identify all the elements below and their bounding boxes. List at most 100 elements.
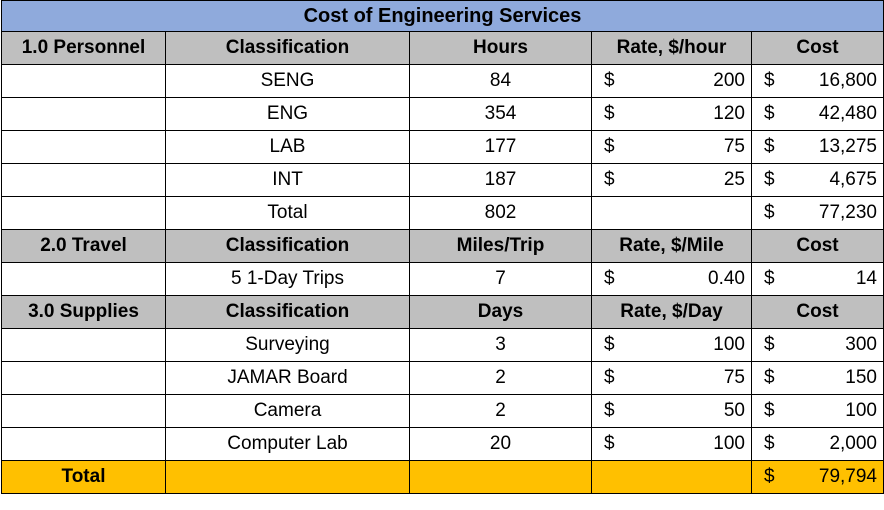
- table-row: Camera 2 $50 $100: [1, 394, 884, 428]
- travel-section-label: 2.0 Travel: [1, 229, 166, 263]
- empty-cell: [591, 196, 752, 230]
- empty-cell: [1, 163, 166, 197]
- cost-value: 300: [845, 334, 877, 355]
- rate-cell: $100: [591, 427, 752, 461]
- empty-cell: [1, 130, 166, 164]
- header-days: Days: [409, 295, 592, 329]
- classification-cell: JAMAR Board: [165, 361, 410, 395]
- empty-cell: [165, 460, 410, 494]
- empty-cell: [1, 427, 166, 461]
- empty-cell: [1, 196, 166, 230]
- cost-value: 4,675: [829, 169, 877, 190]
- table-row: LAB 177 $75 $13,275: [1, 130, 884, 164]
- empty-cell: [409, 460, 592, 494]
- classification-cell: 5 1-Day Trips: [165, 262, 410, 296]
- classification-cell: Computer Lab: [165, 427, 410, 461]
- table-row: JAMAR Board 2 $75 $150: [1, 361, 884, 395]
- rate-value: 100: [713, 334, 745, 355]
- table-row: 5 1-Day Trips 7 $0.40 $14: [1, 262, 884, 296]
- currency-symbol: $: [764, 70, 775, 91]
- cost-value: 13,275: [818, 136, 877, 157]
- table-row: SENG 84 $200 $16,800: [1, 64, 884, 98]
- cost-cell: $42,480: [751, 97, 884, 131]
- cost-cell: $300: [751, 328, 884, 362]
- rate-value: 120: [713, 103, 745, 124]
- empty-cell: [1, 328, 166, 362]
- personnel-section-label: 1.0 Personnel: [1, 31, 166, 65]
- table-title: Cost of Engineering Services: [1, 0, 884, 32]
- classification-cell: INT: [165, 163, 410, 197]
- currency-symbol: $: [604, 268, 615, 289]
- empty-cell: [1, 361, 166, 395]
- header-classification: Classification: [165, 229, 410, 263]
- rate-cell: $120: [591, 97, 752, 131]
- header-hours: Hours: [409, 31, 592, 65]
- supplies-header-row: 3.0 Supplies Classification Days Rate, $…: [1, 295, 884, 329]
- currency-symbol: $: [604, 103, 615, 124]
- grand-total-label: Total: [1, 460, 166, 494]
- personnel-total-cost: 77,230: [818, 202, 877, 223]
- currency-symbol: $: [764, 334, 775, 355]
- classification-cell: Surveying: [165, 328, 410, 362]
- classification-cell: Camera: [165, 394, 410, 428]
- currency-symbol: $: [764, 136, 775, 157]
- travel-header-row: 2.0 Travel Classification Miles/Trip Rat…: [1, 229, 884, 263]
- days-cell: 3: [409, 328, 592, 362]
- empty-cell: [1, 394, 166, 428]
- table-row: INT 187 $25 $4,675: [1, 163, 884, 197]
- header-rate: Rate, $/Day: [591, 295, 752, 329]
- currency-symbol: $: [764, 400, 775, 421]
- table-row: ENG 354 $120 $42,480: [1, 97, 884, 131]
- currency-symbol: $: [604, 136, 615, 157]
- days-cell: 20: [409, 427, 592, 461]
- rate-cell: $200: [591, 64, 752, 98]
- cost-cell: $14: [751, 262, 884, 296]
- cost-value: 2,000: [829, 433, 877, 454]
- title-row: Cost of Engineering Services: [1, 0, 884, 32]
- hours-cell: 84: [409, 64, 592, 98]
- days-cell: 2: [409, 361, 592, 395]
- header-cost: Cost: [751, 31, 884, 65]
- rate-value: 100: [713, 433, 745, 454]
- currency-symbol: $: [764, 433, 775, 454]
- cost-cell: $16,800: [751, 64, 884, 98]
- supplies-section-label: 3.0 Supplies: [1, 295, 166, 329]
- rate-cell: $25: [591, 163, 752, 197]
- empty-cell: [1, 64, 166, 98]
- currency-symbol: $: [764, 268, 775, 289]
- cost-cell: $79,794: [751, 460, 884, 494]
- rate-cell: $50: [591, 394, 752, 428]
- miles-cell: 7: [409, 262, 592, 296]
- currency-symbol: $: [764, 202, 775, 223]
- days-cell: 2: [409, 394, 592, 428]
- grand-total-row: Total $79,794: [1, 460, 884, 494]
- currency-symbol: $: [604, 70, 615, 91]
- rate-cell: $0.40: [591, 262, 752, 296]
- cost-table: Cost of Engineering Services 1.0 Personn…: [1, 0, 884, 494]
- classification-cell: LAB: [165, 130, 410, 164]
- rate-value: 25: [723, 169, 745, 190]
- cost-value: 14: [855, 268, 877, 289]
- cost-value: 100: [845, 400, 877, 421]
- header-cost: Cost: [751, 229, 884, 263]
- currency-symbol: $: [604, 400, 615, 421]
- header-rate: Rate, $/Mile: [591, 229, 752, 263]
- cost-value: 150: [845, 367, 877, 388]
- hours-cell: 354: [409, 97, 592, 131]
- cost-value: 42,480: [818, 103, 877, 124]
- empty-cell: [1, 97, 166, 131]
- header-rate: Rate, $/hour: [591, 31, 752, 65]
- currency-symbol: $: [764, 466, 775, 487]
- classification-cell: ENG: [165, 97, 410, 131]
- classification-cell: SENG: [165, 64, 410, 98]
- hours-cell: 187: [409, 163, 592, 197]
- cost-value: 16,800: [818, 70, 877, 91]
- rate-cell: $100: [591, 328, 752, 362]
- personnel-total-row: Total 802 $77,230: [1, 196, 884, 230]
- cost-cell: $4,675: [751, 163, 884, 197]
- currency-symbol: $: [764, 103, 775, 124]
- header-miles-trip: Miles/Trip: [409, 229, 592, 263]
- rate-value: 50: [723, 400, 745, 421]
- table-row: Surveying 3 $100 $300: [1, 328, 884, 362]
- grand-total-cost: 79,794: [818, 466, 877, 487]
